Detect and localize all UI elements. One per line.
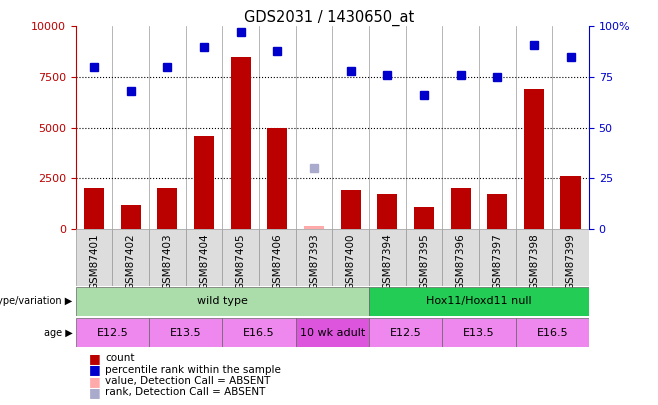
Text: 10 wk adult: 10 wk adult xyxy=(299,328,365,337)
Text: E13.5: E13.5 xyxy=(463,328,495,337)
Bar xyxy=(552,229,589,286)
Bar xyxy=(230,57,251,229)
Bar xyxy=(442,229,479,286)
Text: E12.5: E12.5 xyxy=(390,328,422,337)
Bar xyxy=(149,318,222,347)
Text: E16.5: E16.5 xyxy=(536,328,568,337)
Bar xyxy=(113,229,149,286)
Text: GSM87402: GSM87402 xyxy=(126,233,136,290)
Text: GSM87404: GSM87404 xyxy=(199,233,209,290)
Bar xyxy=(157,188,178,229)
Bar xyxy=(369,318,442,347)
Text: GSM87403: GSM87403 xyxy=(163,233,172,290)
Text: GSM87399: GSM87399 xyxy=(566,233,576,290)
Text: GSM87405: GSM87405 xyxy=(236,233,245,290)
Bar xyxy=(442,318,516,347)
Text: ■: ■ xyxy=(89,363,101,376)
Text: Hox11/Hoxd11 null: Hox11/Hoxd11 null xyxy=(426,296,532,306)
Bar xyxy=(516,318,589,347)
Text: wild type: wild type xyxy=(197,296,248,306)
Text: E12.5: E12.5 xyxy=(97,328,128,337)
Bar xyxy=(194,136,214,229)
Bar xyxy=(76,318,149,347)
Text: genotype/variation ▶: genotype/variation ▶ xyxy=(0,296,72,306)
Text: value, Detection Call = ABSENT: value, Detection Call = ABSENT xyxy=(105,376,270,386)
Text: E16.5: E16.5 xyxy=(243,328,275,337)
Bar xyxy=(516,229,552,286)
Text: GSM87400: GSM87400 xyxy=(345,233,355,290)
Bar xyxy=(76,229,113,286)
Bar xyxy=(76,287,369,316)
Text: percentile rank within the sample: percentile rank within the sample xyxy=(105,365,281,375)
Bar xyxy=(259,229,295,286)
Text: GSM87401: GSM87401 xyxy=(89,233,99,290)
Text: ■: ■ xyxy=(89,352,101,365)
Bar xyxy=(222,229,259,286)
Text: GSM87397: GSM87397 xyxy=(492,233,502,290)
Text: GSM87395: GSM87395 xyxy=(419,233,429,290)
Bar xyxy=(332,229,369,286)
Bar xyxy=(149,229,186,286)
Bar xyxy=(561,176,580,229)
Text: rank, Detection Call = ABSENT: rank, Detection Call = ABSENT xyxy=(105,388,266,397)
Bar xyxy=(369,287,589,316)
Text: ■: ■ xyxy=(89,386,101,399)
Bar xyxy=(369,229,405,286)
Text: GSM87398: GSM87398 xyxy=(529,233,539,290)
Bar xyxy=(341,190,361,229)
Bar xyxy=(222,318,295,347)
Bar xyxy=(295,229,332,286)
Text: E13.5: E13.5 xyxy=(170,328,201,337)
Text: count: count xyxy=(105,354,135,363)
Text: age ▶: age ▶ xyxy=(43,328,72,337)
Bar xyxy=(186,229,222,286)
Bar xyxy=(304,226,324,229)
Bar xyxy=(377,194,397,229)
Text: GDS2031 / 1430650_at: GDS2031 / 1430650_at xyxy=(244,10,414,26)
Bar xyxy=(524,89,544,229)
Text: GSM87394: GSM87394 xyxy=(382,233,392,290)
Bar xyxy=(120,205,141,229)
Bar xyxy=(295,318,369,347)
Bar xyxy=(405,229,442,286)
Bar xyxy=(414,207,434,229)
Bar xyxy=(267,128,288,229)
Text: GSM87406: GSM87406 xyxy=(272,233,282,290)
Text: GSM87396: GSM87396 xyxy=(455,233,466,290)
Text: GSM87393: GSM87393 xyxy=(309,233,319,290)
Bar xyxy=(479,229,516,286)
Bar xyxy=(451,188,470,229)
Bar xyxy=(487,194,507,229)
Bar xyxy=(84,188,104,229)
Text: ■: ■ xyxy=(89,375,101,388)
